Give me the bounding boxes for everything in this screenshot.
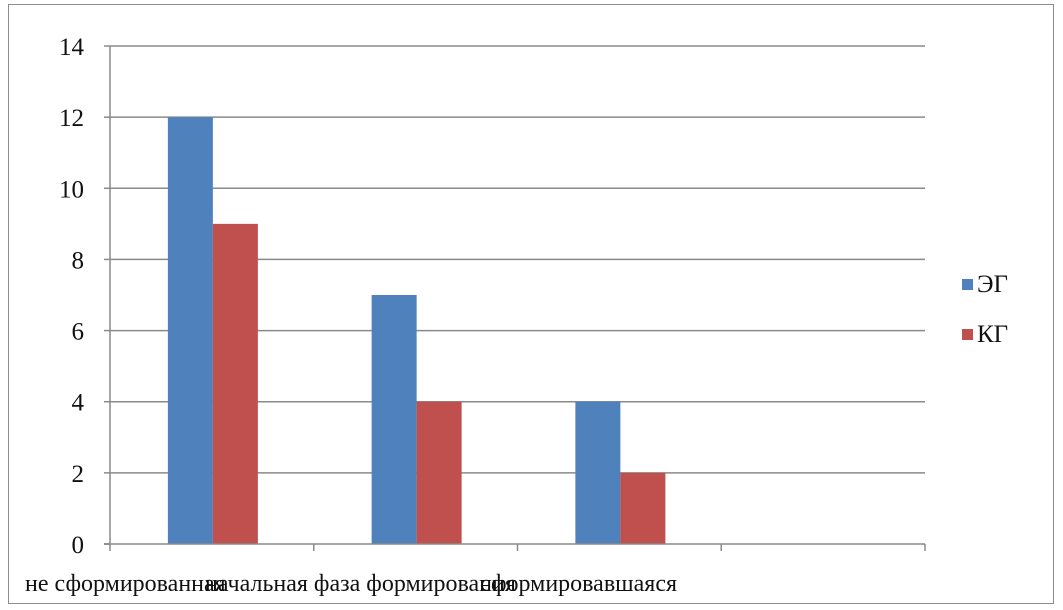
y-tick-label: 14: [59, 34, 85, 61]
bar-eg-0: [167, 117, 213, 545]
bar-kg-1: [416, 401, 462, 544]
y-tick-label: 10: [59, 176, 84, 203]
y-tick-label: 2: [72, 461, 85, 488]
y-tick-label: 6: [72, 319, 85, 346]
y-tick-label: 12: [59, 105, 84, 132]
y-tick-labels: 0 2 4 6 8 10 12 14: [59, 34, 85, 559]
bar-kg-2: [620, 472, 666, 544]
legend-label-kg: КГ: [977, 321, 1008, 348]
x-category-label: сформировавшаяся: [480, 571, 677, 597]
bar-kg-0: [212, 223, 258, 544]
legend-swatch-eg: [962, 279, 973, 290]
legend-swatch-kg: [962, 329, 973, 340]
bars: [167, 117, 666, 545]
x-category-label: не сформированная: [25, 571, 226, 597]
legend-label-eg: ЭГ: [977, 271, 1008, 298]
y-tick-label: 8: [72, 247, 85, 274]
y-tick-label: 0: [72, 532, 85, 559]
bar-eg-1: [371, 295, 417, 544]
bar-eg-2: [575, 401, 621, 544]
x-category-label: начальная фаза формирования: [205, 571, 516, 597]
y-tick-label: 4: [72, 390, 85, 417]
axes: [104, 45, 926, 551]
legend: ЭГ КГ: [962, 271, 1008, 348]
